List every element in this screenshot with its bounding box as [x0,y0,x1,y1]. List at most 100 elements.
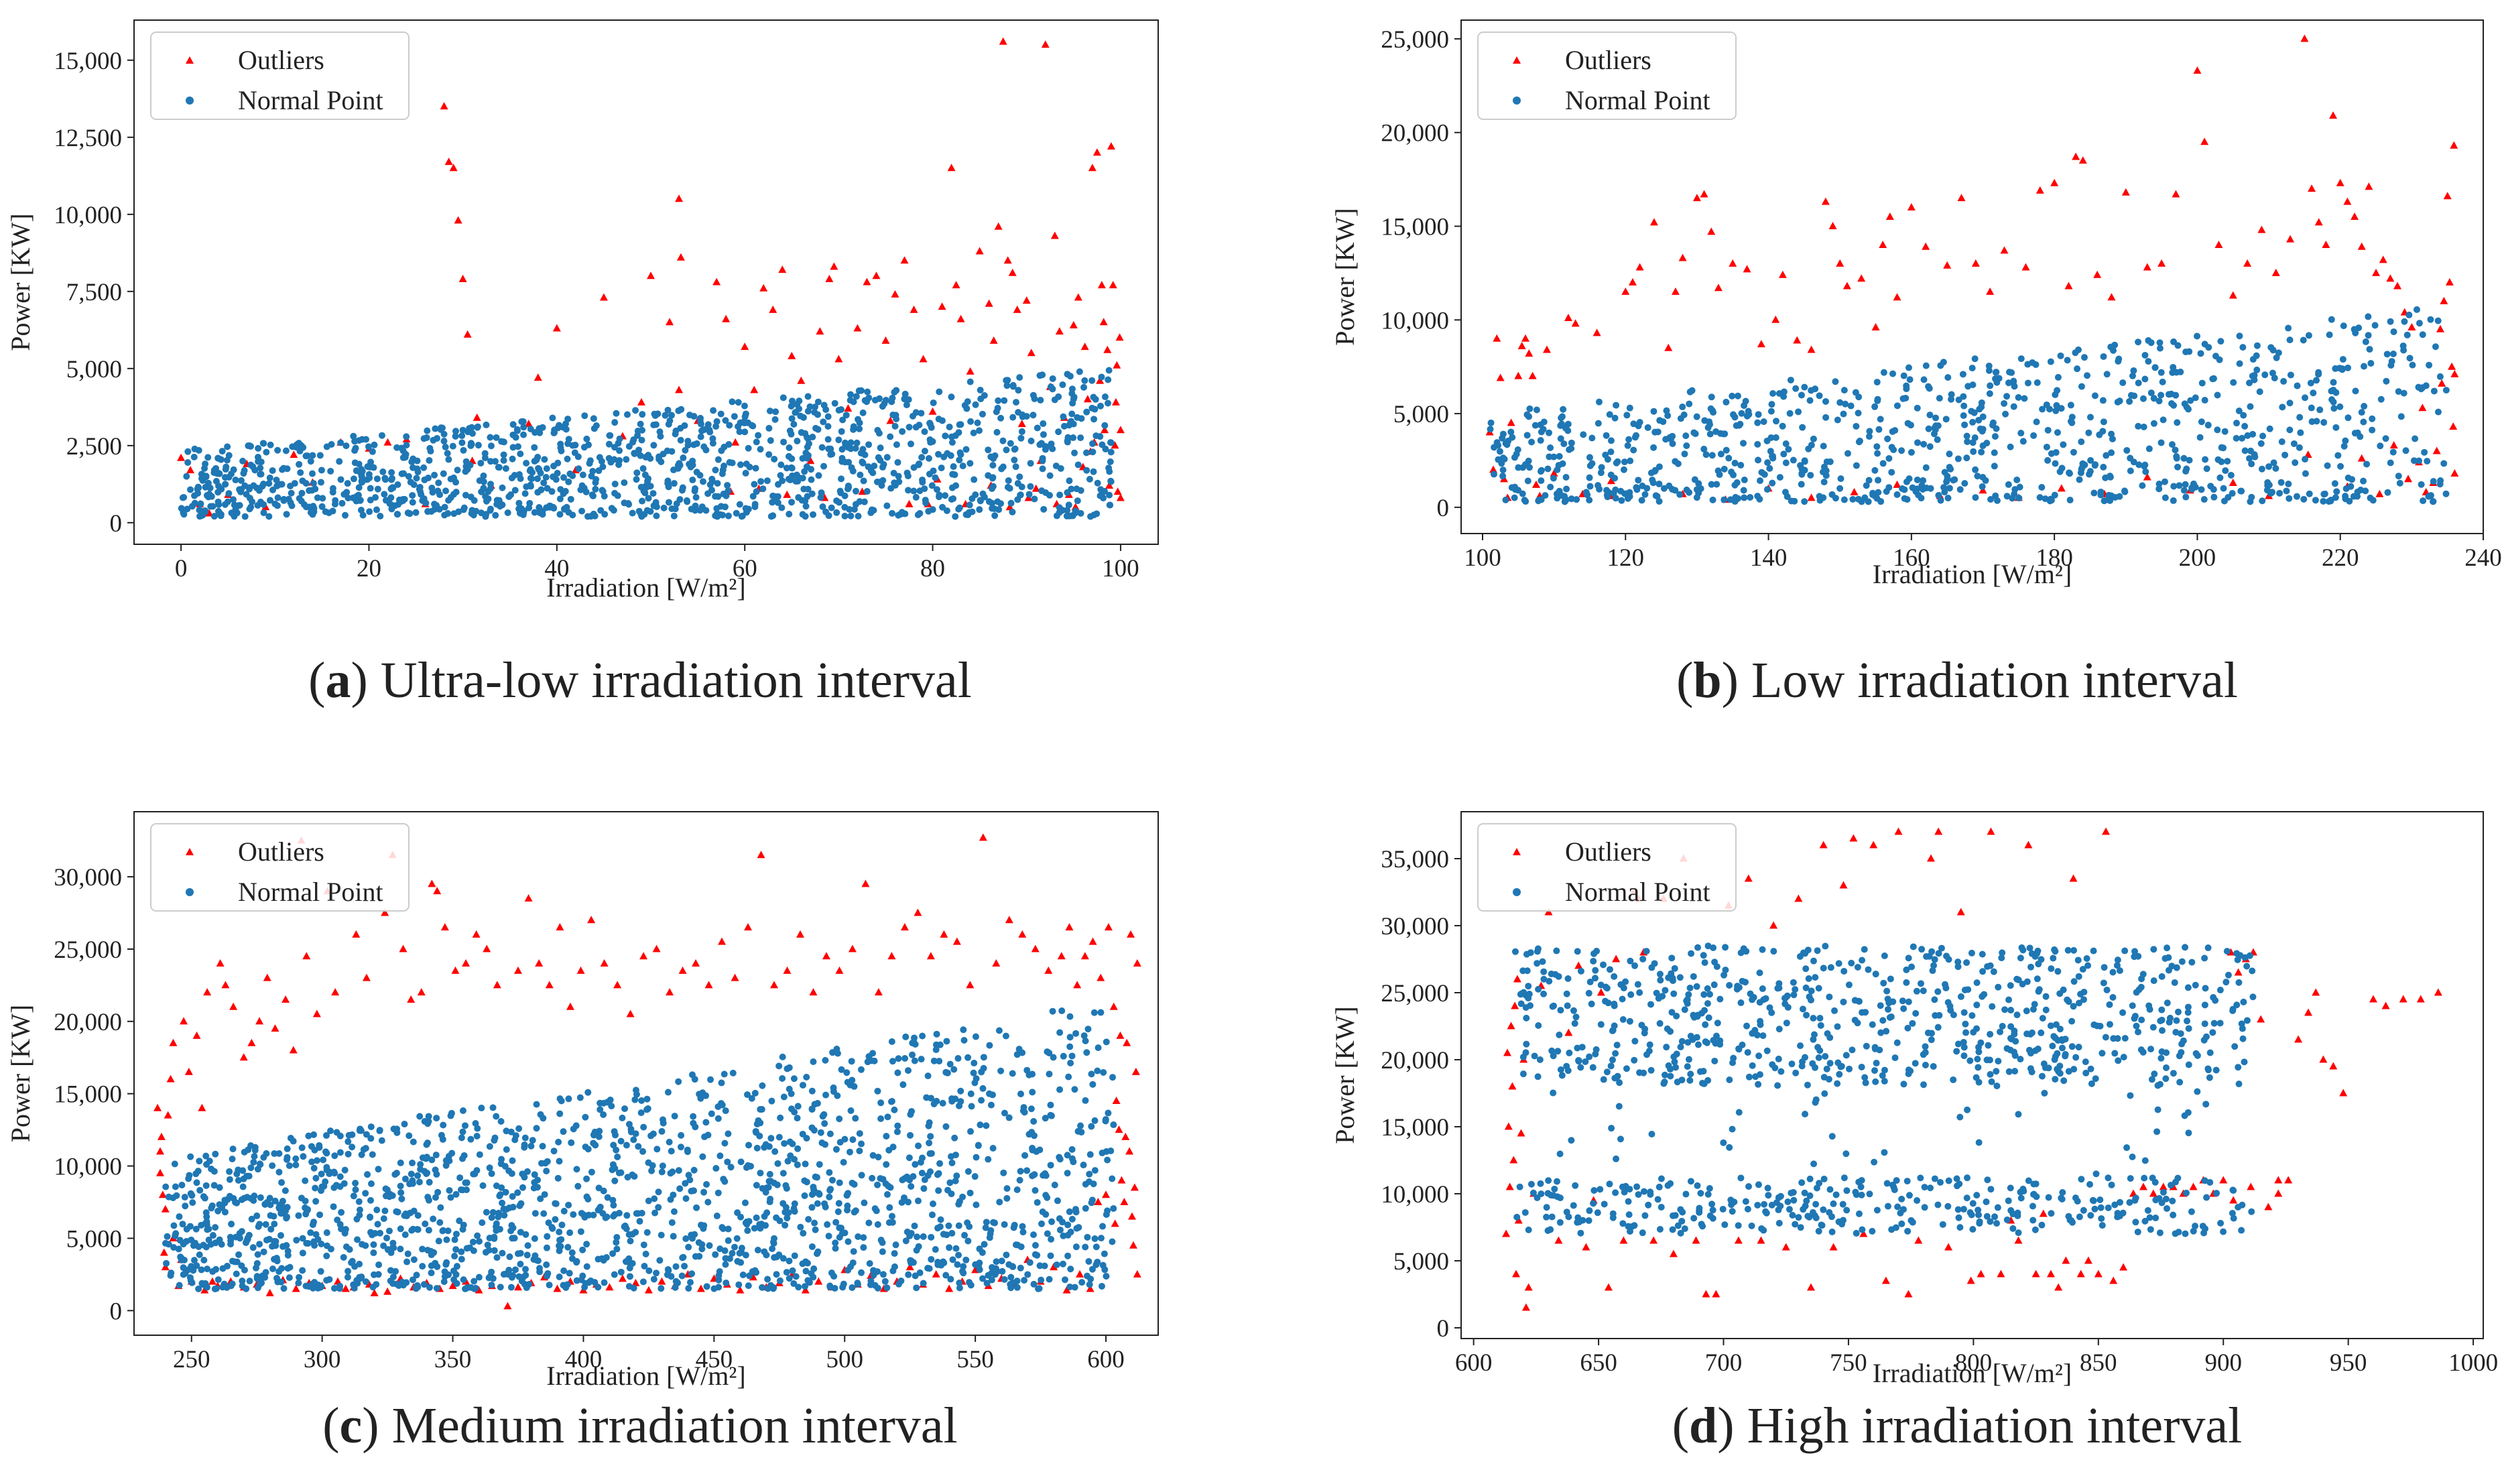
normal-point [2210,493,2218,501]
normal-point [1709,1207,1716,1214]
normal-point [543,465,550,473]
normal-point [718,447,725,454]
normal-point [956,456,963,464]
normal-point [538,1160,546,1167]
normal-point [782,1204,790,1211]
normal-point [658,1285,665,1292]
normal-point [1068,1146,1076,1153]
normal-point [1555,462,1562,469]
outlier-point [1031,484,1040,492]
normal-point [724,1158,731,1166]
normal-point [977,1121,984,1129]
normal-point [2339,356,2347,363]
normal-point [373,506,380,513]
normal-point [1035,1285,1042,1292]
outlier-point [926,952,935,960]
normal-point [2135,461,2143,469]
normal-point [221,1196,229,1204]
normal-point [725,1130,732,1137]
normal-point [1053,512,1060,519]
normal-point [453,1280,460,1287]
outlier-point [1507,1022,1515,1030]
normal-point [691,1076,698,1083]
normal-point [1074,497,1081,505]
normal-point [331,501,338,508]
normal-point [891,1250,898,1257]
normal-point [440,470,447,477]
normal-point [645,483,652,490]
outlier-point [900,923,909,931]
normal-point [2204,422,2212,429]
normal-point [271,1197,279,1204]
normal-point [409,1160,416,1167]
normal-point [989,499,996,507]
normal-point [1025,1071,1033,1078]
normal-point [670,480,678,487]
normal-point [437,1204,444,1211]
normal-point [2261,371,2269,379]
normal-point [959,1193,966,1200]
normal-point [2145,445,2153,452]
normal-point [794,1145,802,1152]
normal-point [2422,382,2430,389]
normal-point [729,459,736,467]
normal-point [314,1284,322,1292]
normal-point [231,501,238,509]
normal-point [493,501,501,508]
normal-point [1934,436,1941,443]
normal-point [1511,486,1519,493]
normal-point [1056,491,1064,499]
normal-point [1564,420,1572,428]
normal-point [1031,1186,1039,1194]
normal-point [2102,474,2109,481]
normal-point [1082,1097,1089,1104]
normal-point [1068,410,1076,418]
normal-point [271,1221,278,1228]
normal-point [491,458,499,465]
normal-point [2107,473,2114,481]
outlier-point [1521,1303,1530,1311]
normal-point [2351,430,2359,437]
normal-point [1668,1009,1676,1016]
normal-point [259,483,266,490]
normal-point [631,450,638,457]
normal-point [952,1245,960,1252]
normal-point [736,501,743,508]
normal-point [1836,399,1844,406]
normal-point [609,1161,617,1168]
normal-point [1884,435,1891,442]
normal-point [2244,432,2251,439]
normal-point [209,503,216,510]
normal-point [821,1200,828,1207]
outlier-point [881,336,890,344]
normal-point [187,1277,194,1284]
normal-point [1700,445,1708,452]
normal-point [1082,1180,1089,1188]
normal-point [1677,415,1684,422]
normal-point [1993,425,2000,432]
normal-point [670,512,678,519]
normal-point [517,450,524,458]
outlier-point [1080,952,1089,960]
normal-point [849,1076,856,1084]
normal-point [1595,398,1603,406]
normal-point [566,1270,573,1277]
normal-point [733,1235,741,1242]
normal-point [1721,496,1728,503]
normal-point [447,1112,454,1119]
normal-point [635,507,643,515]
normal-point [182,1202,189,1210]
normal-point [550,1148,558,1155]
normal-point [1023,413,1030,420]
normal-point [1072,1243,1080,1251]
normal-point [565,1095,572,1103]
outlier-point [1702,1290,1710,1298]
outlier-point [1101,426,1109,434]
normal-point [2420,497,2427,505]
normal-point [1089,440,1097,447]
normal-point [985,1156,992,1163]
normal-point [2365,313,2372,320]
normal-point [946,1060,954,1068]
normal-point [1594,420,1602,427]
y-tick-label: 2,500 [66,433,122,460]
